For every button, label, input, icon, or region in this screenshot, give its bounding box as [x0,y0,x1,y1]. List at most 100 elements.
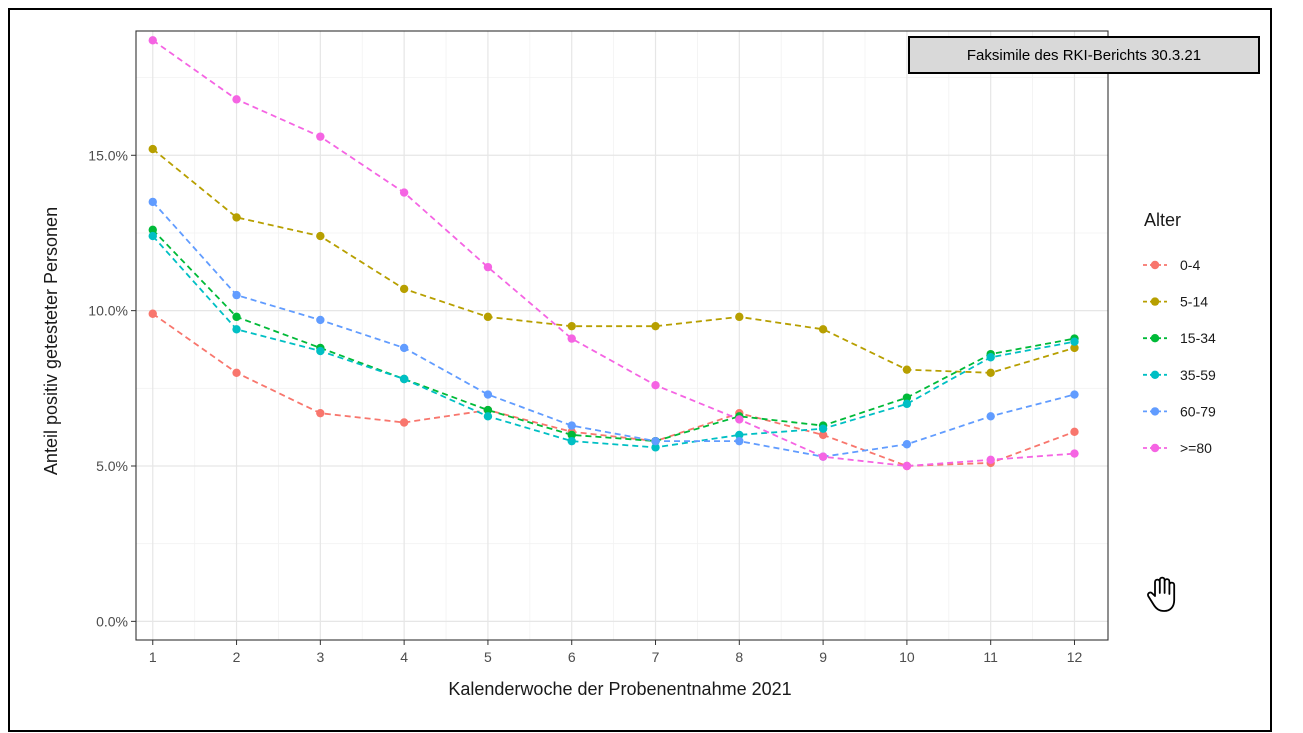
legend-item-label: >=80 [1180,440,1212,456]
y-tick-label: 15.0% [88,147,128,163]
x-tick-label: 9 [819,649,827,665]
x-tick-label: 7 [652,649,660,665]
data-point [316,231,325,241]
y-tick-label: 0.0% [96,613,128,629]
legend-key-point [1150,334,1160,343]
legend-item-label: 15-34 [1180,330,1216,346]
data-point [399,343,409,353]
plot-background [136,31,1108,640]
data-point [316,132,325,141]
plot-panel [136,31,1108,640]
legend-title: Alter [1144,210,1181,230]
data-point [902,461,912,471]
data-point [399,418,409,427]
x-tick-label: 2 [233,649,241,665]
data-point [567,430,576,440]
axes: 0.0%5.0%10.0%15.0%1 2 3 4 5 6 7 8 9 10 11 12 [88,30,1109,665]
x-tick-label: 8 [735,649,743,665]
legend-item-label: 0-4 [1180,257,1200,273]
data-point [818,424,828,433]
x-tick-label: 10 [899,649,915,665]
data-point [148,197,157,207]
data-point [1070,427,1079,437]
series-line [152,229,1075,443]
series-line [152,148,1075,374]
data-point [399,374,409,384]
y-tick-label: 5.0% [96,458,128,474]
data-point [567,334,576,343]
data-point [986,412,995,421]
x-tick-label: 11 [983,649,998,665]
data-point [735,436,744,446]
data-point [1070,337,1079,346]
data-point [148,144,157,154]
y-axis-label: Anteil positiv getesteter Personen [41,207,61,475]
series-line [152,39,1075,467]
data-point [1070,449,1079,458]
data-point [818,430,828,440]
series-lines [148,36,1079,471]
legend: 0-4 5-14 15-34 35-59 60-79 >=80 [1143,257,1216,456]
data-point [1070,390,1079,399]
legend-key-point [1150,370,1160,379]
x-tick-label: 6 [568,649,576,665]
data-point [148,231,157,241]
x-tick-label: 4 [400,649,408,665]
data-point [818,452,828,461]
x-tick-label: 1 [149,649,157,665]
data-point [735,430,744,440]
legend-key-point [1150,260,1160,270]
data-point [483,390,493,399]
legend-key-point [1150,297,1160,306]
data-point [651,381,660,390]
data-point [651,321,660,331]
data-point [902,440,912,449]
data-point [232,213,241,222]
data-point [567,321,576,331]
data-point [483,312,493,322]
data-point [399,284,409,294]
x-axis-label: Kalenderwoche der Probenentnahme 2021 [448,679,791,699]
data-point [232,325,241,334]
data-point [651,436,660,446]
x-tick-label: 5 [484,649,492,665]
data-point [818,325,828,334]
data-point [902,365,912,374]
data-point [735,312,744,322]
legend-item-label: 5-14 [1180,294,1208,310]
series-line [152,235,1075,449]
data-point [986,368,995,377]
data-point [148,36,157,45]
data-point [148,309,157,318]
x-tick-label: 12 [1067,649,1083,665]
data-point [1070,343,1079,353]
data-point [567,436,576,446]
data-point [902,399,912,409]
data-point [232,290,241,300]
data-point [232,312,241,322]
data-point [232,95,241,104]
data-point [986,455,995,464]
legend-item-label: 60-79 [1180,403,1216,419]
legend-key-point [1150,407,1160,416]
plot-border [135,30,1109,641]
data-point [316,408,325,418]
legend-key-point [1150,443,1160,453]
data-point [483,262,493,272]
data-point [902,393,912,402]
data-point [651,443,660,452]
hand-cursor-icon [1147,576,1176,612]
data-point [567,421,576,430]
data-point [986,353,995,362]
y-tick-label: 10.0% [88,303,128,319]
data-point [735,415,744,424]
data-point [483,412,493,421]
data-point [148,225,157,235]
data-point [483,405,493,415]
data-point [316,346,325,356]
data-point [232,368,241,377]
annotation-box: Faksimile des RKI-Berichts 30.3.21 [908,36,1260,74]
data-point [316,315,325,325]
legend-item-label: 35-59 [1180,367,1216,383]
